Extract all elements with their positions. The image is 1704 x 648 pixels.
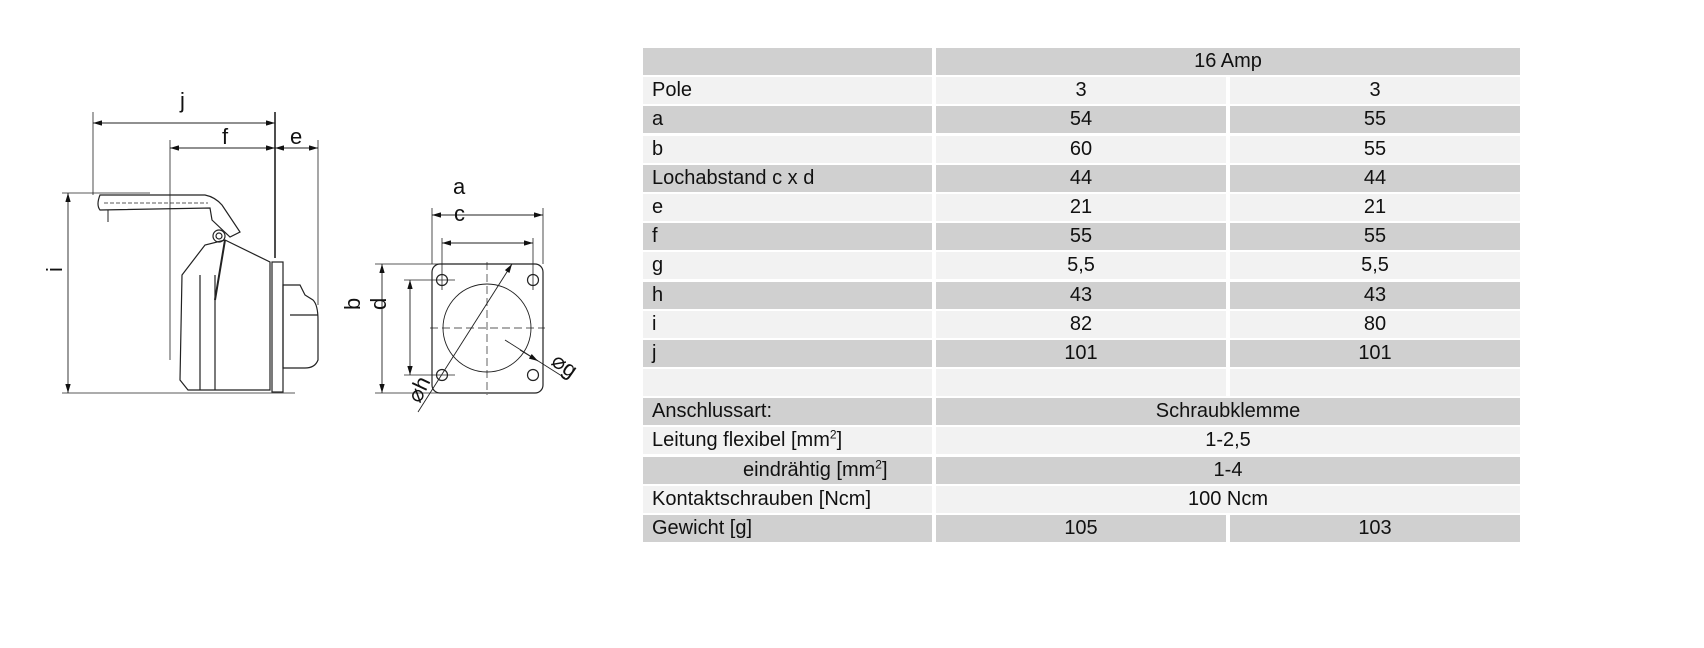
row-value: 1-2,5 <box>936 427 1520 455</box>
row-value-2: 80 <box>1230 310 1520 338</box>
row-value: 1-4 <box>936 456 1520 484</box>
mounting-plate <box>431 263 544 394</box>
table-row-eindraehtig: eindrähtig [mm2] 1-4 <box>643 456 1520 484</box>
row-label: h <box>643 281 932 309</box>
leader-h <box>417 263 513 413</box>
label-a: a <box>453 174 466 199</box>
row-value-2: 5,5 <box>1230 252 1520 280</box>
row-label: g <box>643 252 932 280</box>
row-value: 100 Ncm <box>936 485 1520 513</box>
label-h: ⌀h <box>402 372 435 406</box>
table-row: Lochabstand c x d 44 44 <box>643 164 1520 192</box>
table-row: j 101 101 <box>643 339 1520 367</box>
row-label: f <box>643 223 932 251</box>
mounting-hole <box>435 368 449 382</box>
row-label: i <box>643 310 932 338</box>
row-value-1: 105 <box>936 515 1226 542</box>
table-row: f 55 55 <box>643 223 1520 251</box>
row-value-2: 55 <box>1230 223 1520 251</box>
row-value-1: 43 <box>936 281 1226 309</box>
technical-drawing: j f e i a c b d ⌀h ⌀g <box>42 88 582 413</box>
socket-lid <box>97 194 241 238</box>
table-row: h 43 43 <box>643 281 1520 309</box>
label-f: f <box>222 124 229 149</box>
row-value-1: 5,5 <box>936 252 1226 280</box>
label-g: ⌀g <box>547 348 582 383</box>
row-value-2: 55 <box>1230 135 1520 163</box>
row-value-1: 82 <box>936 310 1226 338</box>
socket-body <box>179 239 271 391</box>
row-label: a <box>643 106 932 134</box>
table-row: b 60 55 <box>643 135 1520 163</box>
row-value-1: 101 <box>936 339 1226 367</box>
row-label: Pole <box>643 77 932 105</box>
row-value-1: 3 <box>936 77 1226 105</box>
row-label: b <box>643 135 932 163</box>
row-value-2: 55 <box>1230 106 1520 134</box>
table-row: Pole 3 3 <box>643 77 1520 105</box>
row-value-2: 21 <box>1230 193 1520 221</box>
header-label <box>643 48 932 75</box>
table-row: e 21 21 <box>643 193 1520 221</box>
row-value-2: 44 <box>1230 164 1520 192</box>
row-value-1: 60 <box>936 135 1226 163</box>
header-rating: 16 Amp <box>936 48 1520 75</box>
table-row-blank <box>643 369 1520 397</box>
table-row: i 82 80 <box>643 310 1520 338</box>
row-value-2: 103 <box>1230 515 1520 542</box>
table-row-gewicht: Gewicht [g] 105 103 <box>643 515 1520 542</box>
row-label: e <box>643 193 932 221</box>
row-value-2: 3 <box>1230 77 1520 105</box>
specification-table: 16 Amp Pole 3 3 a 54 55 b 60 55 Lochabstand c x d… <box>643 48 1520 544</box>
label-j: j <box>179 88 185 113</box>
row-value-1: 21 <box>936 193 1226 221</box>
row-label: j <box>643 339 932 367</box>
label-i: i <box>42 267 67 272</box>
table-row-kontaktschrauben: Kontaktschrauben [Ncm] 100 Ncm <box>643 485 1520 513</box>
front-view <box>375 208 566 413</box>
row-value-1: 44 <box>936 164 1226 192</box>
table-row-anschlussart: Anschlussart: Schraubklemme <box>643 398 1520 426</box>
table-header-row: 16 Amp <box>643 48 1520 75</box>
row-label: Anschlussart: <box>643 398 932 426</box>
mounting-hole <box>526 368 540 382</box>
row-value-1: 55 <box>936 223 1226 251</box>
label-e: e <box>290 124 302 149</box>
side-view <box>62 112 319 394</box>
row-label: Gewicht [g] <box>643 515 932 542</box>
table-row: a 54 55 <box>643 106 1520 134</box>
mounting-flange <box>271 261 284 393</box>
row-value: Schraubklemme <box>936 398 1520 426</box>
row-value-1: 54 <box>936 106 1226 134</box>
row-label: Kontaktschrauben [Ncm] <box>643 485 932 513</box>
row-label: eindrähtig [mm2] <box>643 456 932 484</box>
mounting-hole <box>526 273 540 287</box>
table-row: g 5,5 5,5 <box>643 252 1520 280</box>
mounting-hole <box>435 273 449 287</box>
row-label: Leitung flexibel [mm2] <box>643 427 932 455</box>
cable-connector <box>282 284 319 369</box>
row-value-2: 101 <box>1230 339 1520 367</box>
label-d: d <box>366 298 391 310</box>
label-b: b <box>340 298 365 310</box>
table-row-leitung-flexibel: Leitung flexibel [mm2] 1-2,5 <box>643 427 1520 455</box>
row-value-2: 43 <box>1230 281 1520 309</box>
row-label: Lochabstand c x d <box>643 164 932 192</box>
label-c: c <box>454 201 465 226</box>
